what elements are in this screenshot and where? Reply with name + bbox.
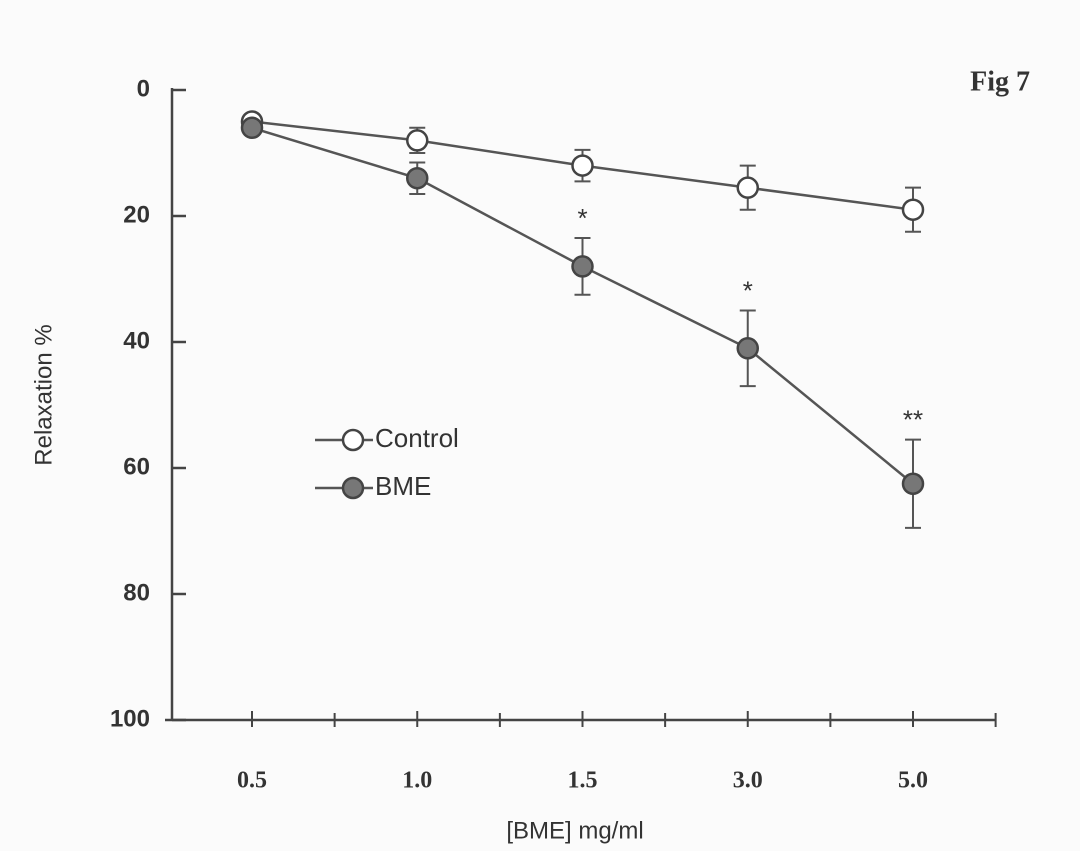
- annotation: *: [577, 203, 587, 233]
- annotation: *: [743, 275, 753, 305]
- legend-label: BME: [375, 471, 431, 501]
- x-axis-title: [BME] mg/ml: [506, 817, 643, 844]
- marker: [738, 338, 758, 358]
- y-tick-label: 100: [110, 705, 150, 732]
- y-axis-title: Relaxation %: [30, 324, 57, 465]
- marker: [573, 256, 593, 276]
- marker: [903, 200, 923, 220]
- chart: Fig 7 [BME] mg/ml Relaxation % 0 20 40 60 80…: [0, 0, 1080, 851]
- marker: [407, 130, 427, 150]
- marker: [738, 178, 758, 198]
- marker: [407, 168, 427, 188]
- y-tick-label: 40: [123, 327, 150, 354]
- x-tick-label: 3.0: [733, 768, 763, 794]
- y-tick-label: 60: [123, 453, 150, 480]
- marker: [573, 156, 593, 176]
- marker: [903, 474, 923, 494]
- x-tick-label: 1.0: [402, 768, 432, 794]
- legend-label: Control: [375, 423, 459, 453]
- x-tick-label: 1.5: [568, 768, 598, 794]
- x-tick-label: 0.5: [237, 768, 267, 794]
- y-tick-label: 0: [137, 75, 150, 102]
- legend-marker: [343, 430, 363, 450]
- y-tick-label: 80: [123, 579, 150, 606]
- chart-title: Fig 7: [970, 66, 1030, 97]
- y-tick-label: 20: [123, 201, 150, 228]
- annotation: **: [903, 405, 923, 435]
- marker: [242, 118, 262, 138]
- x-tick-label: 5.0: [898, 768, 928, 794]
- legend-marker: [343, 478, 363, 498]
